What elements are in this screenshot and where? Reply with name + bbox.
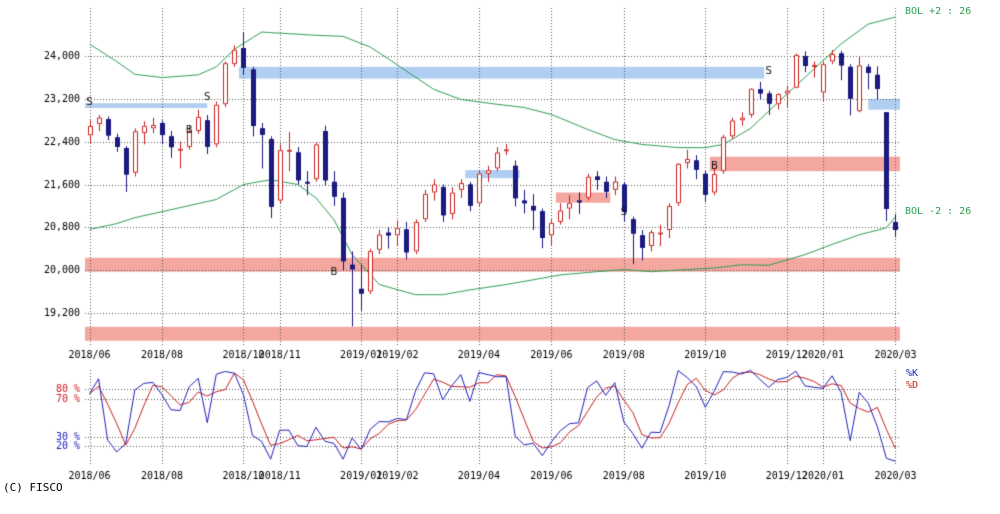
- stochastic-d-legend: %D: [906, 380, 919, 391]
- stochastic-k-legend: %K: [906, 368, 919, 379]
- bollinger-lower-label: BOL -2 : 26: [905, 206, 972, 217]
- copyright-label: (C) FISCO: [3, 481, 63, 494]
- bollinger-upper-label: BOL +2 : 26: [905, 6, 972, 17]
